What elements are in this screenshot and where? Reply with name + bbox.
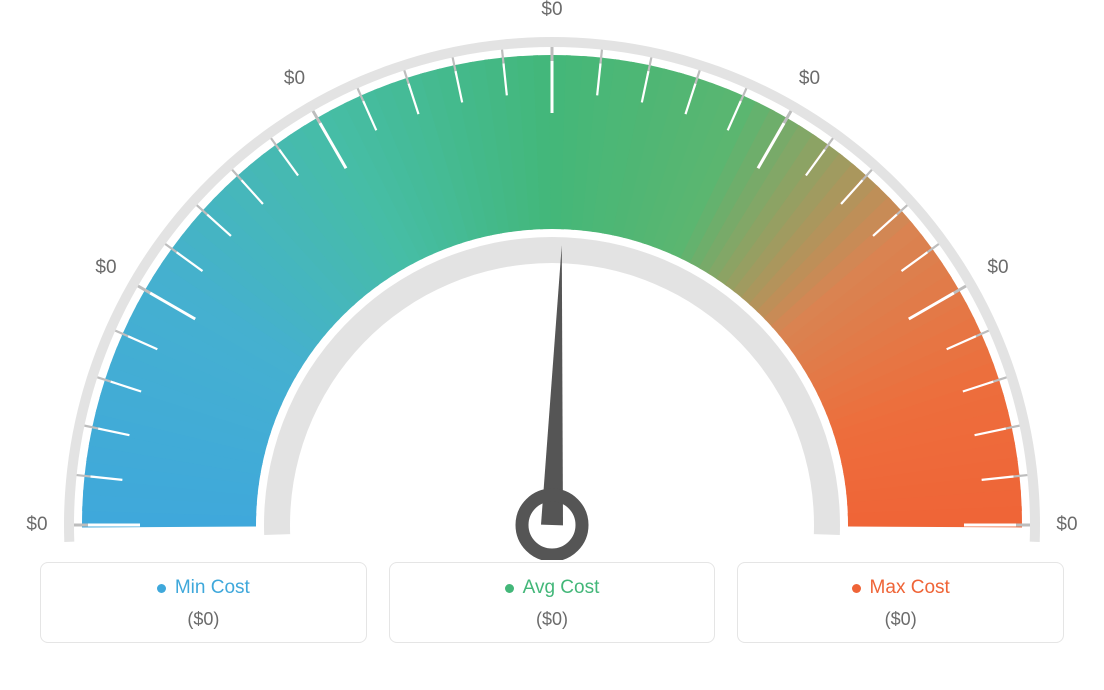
gauge-needle [541, 245, 563, 525]
legend-value-avg: ($0) [390, 609, 715, 630]
legend-card-avg: Avg Cost ($0) [389, 562, 716, 643]
legend-label-min: Min Cost [157, 577, 250, 599]
dot-icon [505, 584, 514, 593]
legend-text-avg: Avg Cost [523, 577, 600, 599]
legend-value-min: ($0) [41, 609, 366, 630]
legend-row: Min Cost ($0) Avg Cost ($0) Max Cost ($0… [0, 562, 1104, 643]
gauge-scale-label: $0 [987, 257, 1008, 279]
legend-value-max: ($0) [738, 609, 1063, 630]
gauge-scale-label: $0 [284, 68, 305, 90]
legend-card-max: Max Cost ($0) [737, 562, 1064, 643]
gauge-scale-label: $0 [95, 257, 116, 279]
gauge-scale-label: $0 [799, 68, 820, 90]
legend-label-max: Max Cost [852, 577, 950, 599]
dot-icon [852, 584, 861, 593]
gauge-scale-label: $0 [1056, 514, 1077, 536]
gauge-scale-label: $0 [541, 0, 562, 21]
gauge-svg [0, 0, 1104, 560]
legend-text-max: Max Cost [870, 577, 950, 599]
gauge-scale-label: $0 [26, 514, 47, 536]
legend-label-avg: Avg Cost [505, 577, 600, 599]
gauge-chart: $0 $0 $0 $0 $0 $0 $0 [0, 0, 1104, 560]
legend-card-min: Min Cost ($0) [40, 562, 367, 643]
dot-icon [157, 584, 166, 593]
legend-text-min: Min Cost [175, 577, 250, 599]
